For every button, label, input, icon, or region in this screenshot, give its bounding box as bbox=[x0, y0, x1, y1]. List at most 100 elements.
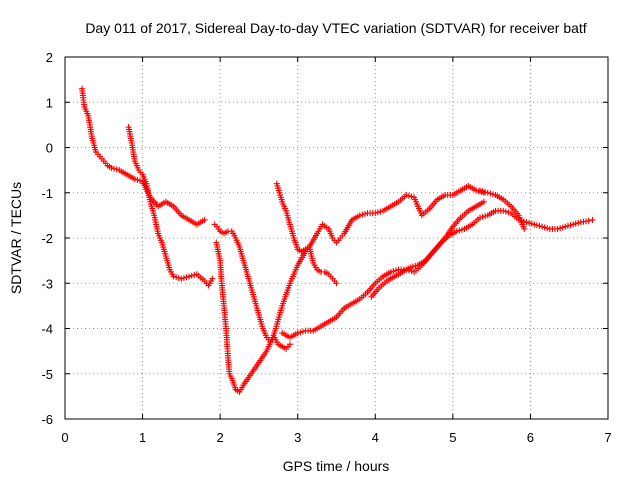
trail-marker bbox=[557, 225, 564, 232]
data-point bbox=[570, 221, 577, 228]
trail-marker bbox=[359, 211, 366, 218]
data-point bbox=[562, 223, 569, 230]
data-point bbox=[372, 210, 379, 217]
data-point bbox=[209, 275, 216, 282]
trail-marker bbox=[528, 220, 535, 227]
data-point bbox=[178, 275, 185, 282]
trail-marker bbox=[408, 268, 415, 275]
x-tick-labels: 0 1 2 3 4 5 6 7 bbox=[61, 430, 611, 445]
y-tick-label: -1 bbox=[41, 186, 53, 201]
trail-marker bbox=[505, 209, 512, 216]
data-point bbox=[186, 273, 193, 280]
trail-marker bbox=[188, 272, 195, 279]
data-point bbox=[554, 225, 561, 232]
data-point bbox=[407, 264, 414, 271]
y-tick-label: -4 bbox=[41, 322, 53, 337]
data-point bbox=[585, 217, 592, 224]
trail-marker bbox=[134, 176, 141, 183]
series-track-d bbox=[213, 239, 309, 395]
trail-marker bbox=[536, 222, 543, 229]
chart-title: Day 011 of 2017, Sidereal Day-to-day VTE… bbox=[85, 20, 586, 36]
trail-marker bbox=[299, 328, 306, 335]
data-point bbox=[170, 273, 177, 280]
y-tick-label: 0 bbox=[46, 141, 53, 156]
trail-marker bbox=[502, 208, 509, 215]
trail-marker bbox=[408, 193, 415, 200]
data-point bbox=[500, 207, 507, 214]
trail-marker bbox=[113, 166, 120, 173]
data-point bbox=[477, 187, 484, 194]
data-point bbox=[333, 280, 340, 287]
trail-marker bbox=[136, 177, 143, 184]
trail-marker bbox=[564, 222, 571, 229]
trail-marker bbox=[183, 274, 190, 281]
y-tick-label: 2 bbox=[46, 50, 53, 65]
data-points bbox=[79, 85, 596, 395]
axis-ticks bbox=[64, 56, 609, 420]
y-tick-labels: -6 -5 -4 -3 -2 -1 0 1 2 bbox=[41, 50, 53, 427]
trail-marker bbox=[533, 222, 540, 229]
x-tick-label: 6 bbox=[527, 430, 534, 445]
trail-marker bbox=[111, 165, 118, 172]
data-point bbox=[131, 176, 138, 183]
trail-marker bbox=[361, 210, 368, 217]
trail-marker bbox=[191, 271, 198, 278]
x-tick-label: 5 bbox=[449, 430, 456, 445]
series-track-a bbox=[79, 85, 208, 228]
trail-marker bbox=[392, 267, 399, 274]
trail-marker bbox=[479, 213, 486, 220]
plot-frame bbox=[64, 56, 609, 420]
trail-marker bbox=[572, 220, 579, 227]
trail-marker bbox=[479, 188, 486, 195]
series-track-b bbox=[125, 124, 216, 289]
x-tick-label: 3 bbox=[294, 430, 301, 445]
data-point bbox=[453, 228, 460, 235]
data-point bbox=[403, 192, 410, 199]
data-point bbox=[477, 214, 484, 221]
trail-marker bbox=[409, 263, 416, 270]
trail-marker bbox=[482, 213, 489, 220]
data-point bbox=[294, 330, 301, 337]
y-tick-label: 1 bbox=[46, 95, 53, 110]
series-track-h bbox=[368, 207, 596, 300]
trail-marker bbox=[482, 188, 489, 195]
data-point bbox=[108, 164, 115, 171]
y-tick-label: -3 bbox=[41, 276, 53, 291]
trail-marker bbox=[544, 225, 551, 232]
data-point bbox=[523, 219, 530, 226]
trail-marker bbox=[173, 274, 180, 281]
trail-marker bbox=[377, 208, 384, 215]
x-tick-label: 0 bbox=[61, 430, 68, 445]
grid-lines bbox=[65, 57, 608, 419]
trail-marker bbox=[458, 226, 465, 233]
trail-marker bbox=[559, 224, 566, 231]
series-track-c bbox=[211, 221, 293, 352]
trail-marker bbox=[526, 219, 533, 226]
x-tick-label: 7 bbox=[604, 430, 611, 445]
trail-marker bbox=[180, 274, 187, 281]
trail-marker bbox=[489, 191, 496, 198]
trail-marker bbox=[374, 209, 381, 216]
trail-marker bbox=[297, 329, 304, 336]
trail-marker bbox=[456, 227, 463, 234]
y-axis-label: SDTVAR / TECUs bbox=[8, 182, 24, 294]
data-point bbox=[539, 223, 546, 230]
data-point bbox=[286, 341, 293, 348]
trail-marker bbox=[575, 219, 582, 226]
data-point bbox=[521, 225, 528, 232]
x-axis-label: GPS time / hours bbox=[283, 458, 390, 474]
trail-marker bbox=[487, 190, 494, 197]
data-point bbox=[356, 212, 363, 219]
trail-marker bbox=[541, 224, 548, 231]
trail-marker bbox=[412, 262, 419, 269]
series-track-i bbox=[477, 187, 528, 232]
trail-marker bbox=[390, 268, 397, 275]
y-tick-label: -2 bbox=[41, 231, 53, 246]
data-point bbox=[531, 221, 538, 228]
y-tick-label: -5 bbox=[41, 367, 53, 382]
trail-marker bbox=[567, 222, 574, 229]
data-point bbox=[484, 189, 491, 196]
x-tick-label: 4 bbox=[372, 430, 379, 445]
x-tick-label: 1 bbox=[139, 430, 146, 445]
